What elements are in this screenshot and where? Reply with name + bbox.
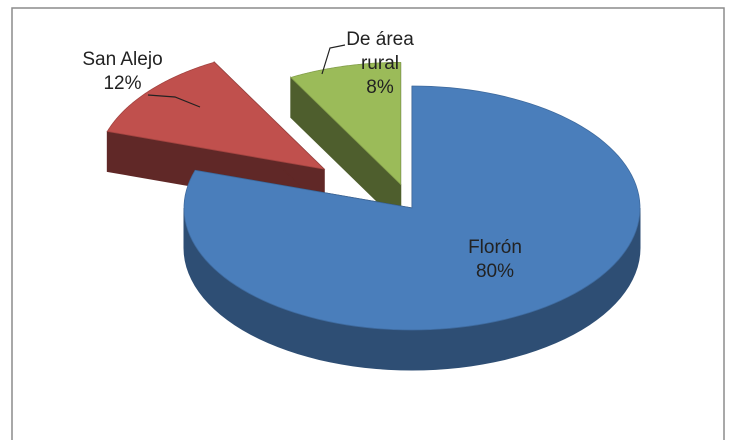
slice <box>290 61 402 186</box>
data-label: San Alejo 12% <box>65 48 180 96</box>
category-label: Florón <box>468 237 522 258</box>
leader-line <box>147 94 201 108</box>
slice <box>106 61 326 170</box>
data-label: De área rural 8% <box>340 28 420 100</box>
slice <box>183 85 641 331</box>
value-label: 8% <box>366 77 394 98</box>
pie <box>106 61 641 371</box>
data-label: Florón 80% <box>445 236 545 284</box>
category-label: San Alejo <box>82 49 163 70</box>
category-label: De área rural <box>346 29 414 74</box>
value-label: 12% <box>103 73 142 94</box>
leader-line <box>321 44 346 75</box>
value-label: 80% <box>475 261 515 282</box>
